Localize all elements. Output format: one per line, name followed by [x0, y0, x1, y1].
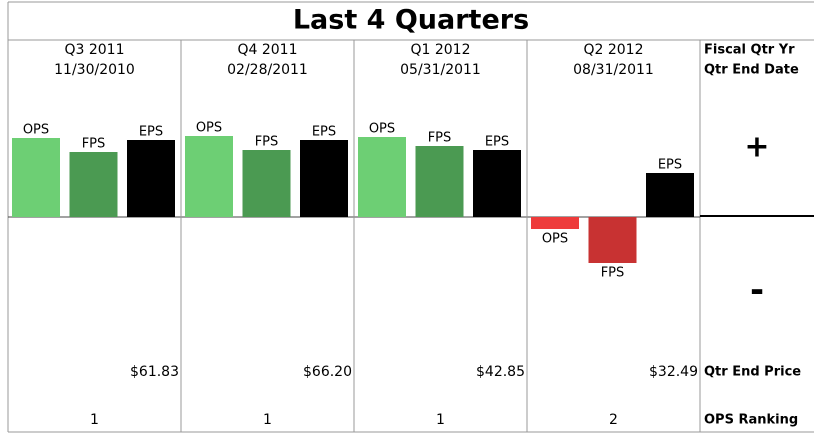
price-label: $42.85 — [476, 364, 525, 380]
row-label: Fiscal Qtr Yr — [704, 43, 795, 58]
row-label: Qtr End Price — [704, 365, 801, 380]
bar — [185, 136, 233, 217]
date-label: 11/30/2010 — [54, 62, 135, 78]
bar — [358, 137, 406, 217]
date-label: 08/31/2011 — [573, 62, 654, 78]
bar-label: OPS — [196, 121, 222, 136]
bar — [531, 217, 579, 229]
bar — [300, 140, 348, 217]
bar-label: EPS — [139, 125, 163, 140]
bar-label: EPS — [485, 135, 509, 150]
quarter-label: Q4 2011 — [237, 42, 297, 58]
bar-label: EPS — [312, 125, 336, 140]
negative-sign: - — [750, 271, 764, 311]
bar-label: EPS — [658, 158, 682, 173]
row-label: Qtr End Date — [704, 63, 799, 78]
ranking-label: 1 — [436, 412, 445, 428]
row-label: OPS Ranking — [704, 413, 798, 428]
quarter-label: Q1 2012 — [410, 42, 470, 58]
bar — [69, 152, 118, 217]
bar — [473, 150, 521, 217]
bar — [588, 217, 637, 263]
ranking-label: 2 — [609, 412, 618, 428]
date-label: 05/31/2011 — [400, 62, 481, 78]
bar — [646, 173, 694, 217]
bar-label: FPS — [428, 131, 452, 146]
ranking-label: 1 — [263, 412, 272, 428]
bar — [242, 150, 291, 217]
bar — [127, 140, 175, 217]
price-label: $66.20 — [303, 364, 352, 380]
bar-label: OPS — [23, 123, 49, 138]
bar-label: OPS — [542, 232, 568, 247]
price-label: $61.83 — [130, 364, 179, 380]
bar-label: FPS — [82, 137, 106, 152]
bar — [12, 138, 60, 217]
quarter-label: Q3 2011 — [64, 42, 124, 58]
bar-label: OPS — [369, 122, 395, 137]
positive-sign: + — [744, 130, 769, 165]
quarter-label: Q2 2012 — [583, 42, 643, 58]
chart-title: Last 4 Quarters — [293, 5, 529, 36]
bar-label: FPS — [255, 135, 279, 150]
ranking-label: 1 — [90, 412, 99, 428]
bar-label: FPS — [601, 266, 625, 281]
price-label: $32.49 — [649, 364, 698, 380]
bar — [415, 146, 464, 217]
date-label: 02/28/2011 — [227, 62, 308, 78]
